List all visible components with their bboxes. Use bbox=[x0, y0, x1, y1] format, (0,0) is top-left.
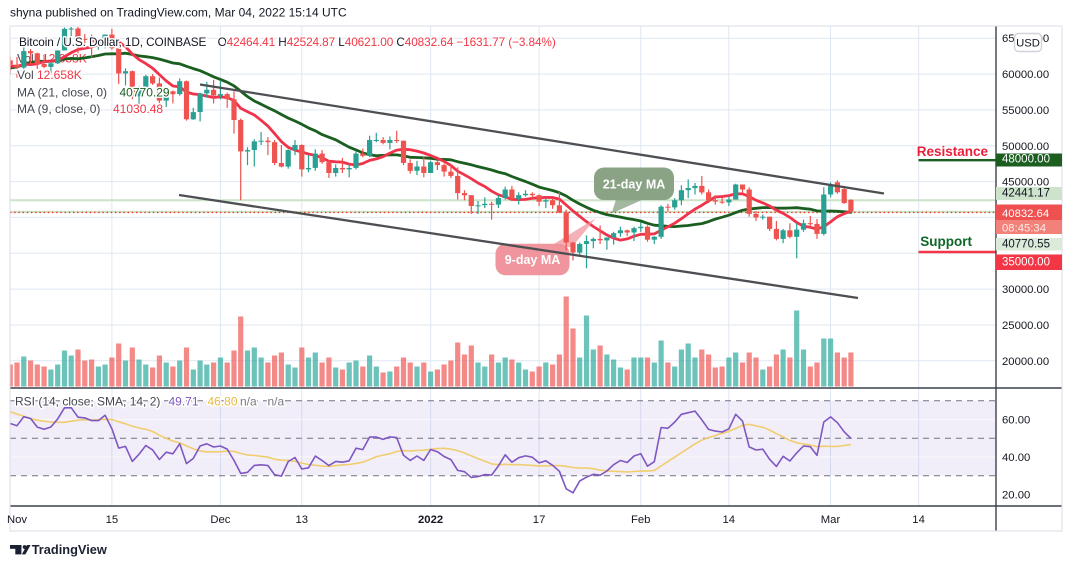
svg-text:60.00: 60.00 bbox=[1002, 415, 1030, 427]
svg-text:08:45:34: 08:45:34 bbox=[1002, 222, 1046, 234]
svg-text:25000.00: 25000.00 bbox=[1002, 320, 1049, 332]
svg-text:14: 14 bbox=[912, 514, 925, 526]
svg-text:55000.00: 55000.00 bbox=[1002, 105, 1049, 117]
svg-text:Vol: Vol bbox=[17, 68, 34, 82]
svg-text:40.00: 40.00 bbox=[1002, 452, 1030, 464]
svg-text:12.658K: 12.658K bbox=[37, 68, 82, 82]
svg-text:40832.64: 40832.64 bbox=[1002, 208, 1049, 220]
svg-text:21-day MA: 21-day MA bbox=[603, 178, 666, 192]
svg-text:O42464.41 H42524.87 L40621.0: O42464.41 H42524.87 L40621.00 C40832.64 … bbox=[218, 35, 556, 49]
svg-text:MA (9, close, 0): MA (9, close, 0) bbox=[17, 102, 100, 116]
svg-text:shyna published on TradingView: shyna published on TradingView.com, Mar … bbox=[10, 6, 347, 20]
svg-text:14: 14 bbox=[723, 514, 736, 526]
svg-text:17: 17 bbox=[533, 514, 546, 526]
svg-text:Nov: Nov bbox=[7, 514, 27, 526]
svg-text:50000.00: 50000.00 bbox=[1002, 141, 1049, 153]
svg-text:2022: 2022 bbox=[418, 514, 443, 526]
svg-text:TradingView: TradingView bbox=[32, 542, 107, 557]
svg-text:Dec: Dec bbox=[210, 514, 230, 526]
svg-text:n/a: n/a bbox=[240, 395, 257, 409]
svg-text:Mar: Mar bbox=[821, 514, 841, 526]
svg-text:Resistance: Resistance bbox=[917, 144, 989, 159]
svg-text:46.80: 46.80 bbox=[208, 395, 238, 409]
svg-text:RSI (14, close, SMA, 14, 2): RSI (14, close, SMA, 14, 2) bbox=[15, 395, 160, 409]
svg-text:20000.00: 20000.00 bbox=[1002, 356, 1049, 368]
svg-text:n/a: n/a bbox=[268, 395, 285, 409]
svg-text:Bitcoin / U.S. Dollar, 1D, COI: Bitcoin / U.S. Dollar, 1D, COINBASE bbox=[19, 35, 207, 49]
svg-text:48000.00: 48000.00 bbox=[1002, 154, 1050, 166]
svg-text:Feb: Feb bbox=[631, 514, 650, 526]
svg-text:42441.17: 42441.17 bbox=[1002, 188, 1050, 200]
svg-text:30000.00: 30000.00 bbox=[1002, 284, 1049, 296]
svg-text:45000.00: 45000.00 bbox=[1002, 177, 1049, 189]
svg-text:60000.00: 60000.00 bbox=[1002, 69, 1049, 81]
svg-text:9-day MA: 9-day MA bbox=[505, 253, 561, 267]
svg-text:35000.00: 35000.00 bbox=[1002, 257, 1050, 269]
svg-text:41030.48: 41030.48 bbox=[113, 102, 163, 116]
svg-text:13: 13 bbox=[296, 514, 309, 526]
svg-text:MA (21, close, 0): MA (21, close, 0) bbox=[17, 85, 107, 99]
svg-text:40770.29: 40770.29 bbox=[120, 85, 170, 99]
svg-text:40770.55: 40770.55 bbox=[1002, 239, 1050, 251]
svg-text:15: 15 bbox=[106, 514, 119, 526]
svg-text:49.71: 49.71 bbox=[169, 395, 199, 409]
svg-text:USD: USD bbox=[1016, 38, 1040, 50]
svg-text:20.00: 20.00 bbox=[1002, 489, 1030, 501]
svg-text:Support: Support bbox=[920, 234, 972, 249]
